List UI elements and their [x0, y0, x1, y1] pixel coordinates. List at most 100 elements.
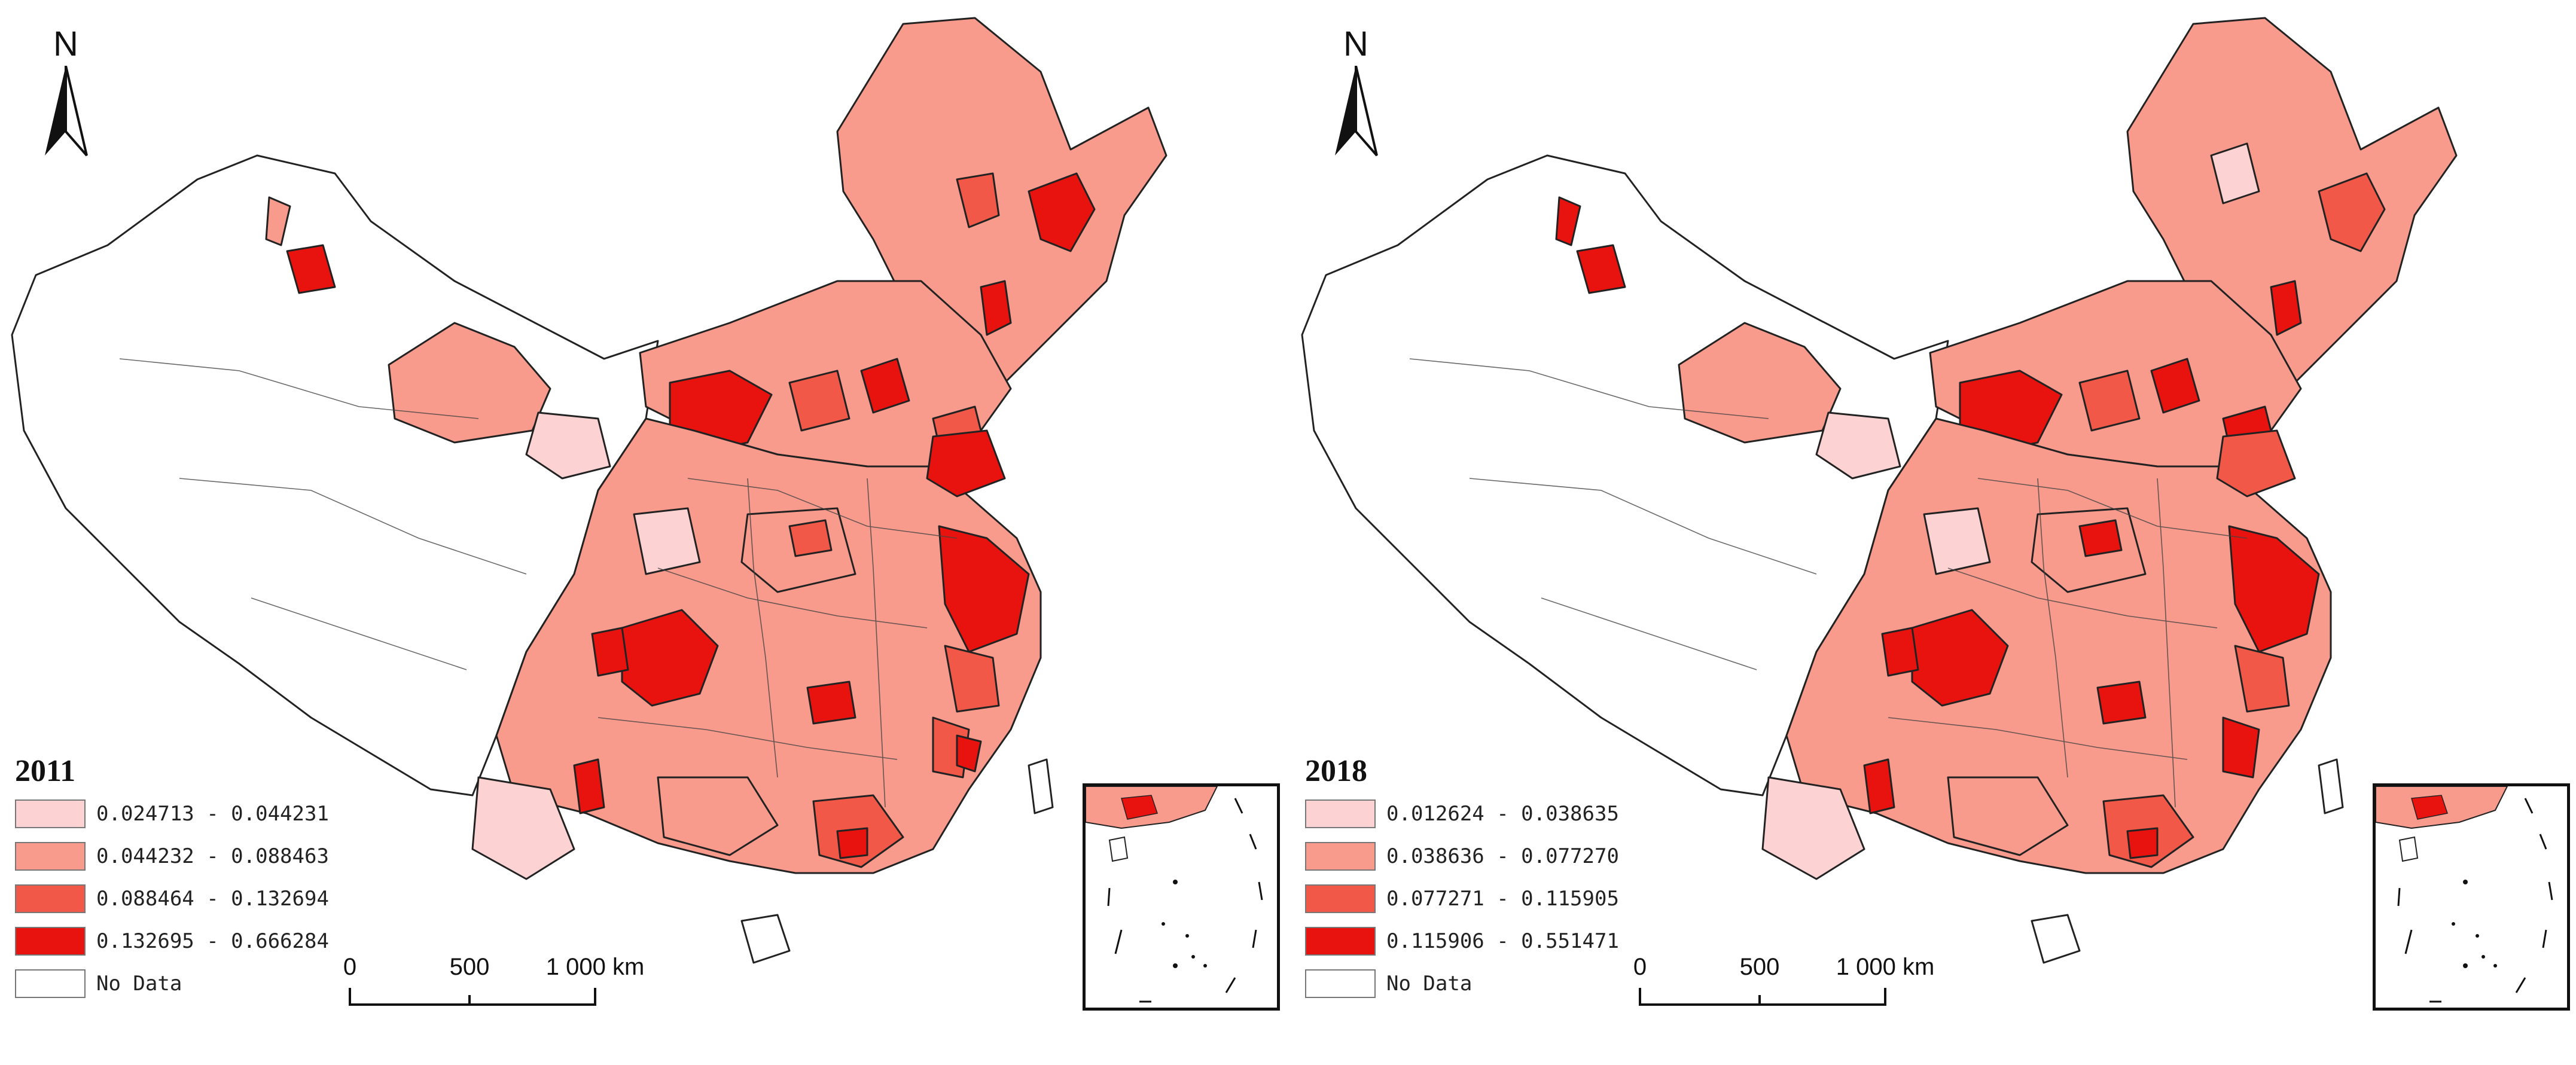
legend-swatch: [15, 841, 86, 871]
region-fujian: [2222, 716, 2260, 779]
north-label: N: [53, 25, 78, 63]
region-zhejiang: [2234, 645, 2290, 713]
scale-label: 1 000 km: [545, 954, 645, 980]
legend-swatch: [15, 884, 86, 913]
region-yunnan-pink: [471, 776, 575, 880]
north-arrow-icon: [45, 66, 88, 157]
legend-label: 0.038636 - 0.077270: [1386, 844, 1619, 868]
scale-label: 0: [1633, 954, 1647, 980]
legend-year: 2011: [15, 754, 76, 788]
region-north-xj-1: [265, 196, 291, 246]
region-fujian-red: [956, 734, 982, 773]
region-ne-red-1: [1028, 172, 1096, 252]
south-china-sea-inset: [2373, 783, 2570, 1011]
region-ne-mid: [956, 172, 1000, 228]
region-taiwan: [1028, 758, 1054, 814]
region-central-east: [1785, 417, 2332, 874]
scale-bar-line: [349, 988, 596, 1006]
region-guangdong-red: [836, 827, 868, 859]
legend-item: No Data: [1305, 962, 1676, 1005]
legend-label: 0.044232 - 0.088463: [96, 844, 329, 868]
region-chongqing: [621, 609, 719, 707]
legend-swatch: [1305, 926, 1376, 956]
inset-map: [2376, 786, 2553, 1003]
region-gansu-pink: [1815, 411, 1901, 480]
legend-swatch: [15, 969, 86, 998]
region-shandong: [926, 429, 1006, 498]
region-west-band: [1678, 322, 1842, 444]
legend-swatch: [15, 799, 86, 828]
legend-swatch: [1305, 841, 1376, 871]
legend-swatch: [1305, 884, 1376, 913]
legend-item: 0.115906 - 0.551471: [1305, 920, 1676, 962]
scale-label: 500: [1739, 954, 1780, 980]
region-shaanxi-pink: [1923, 507, 1991, 575]
choropleth-map: [11, 17, 1167, 964]
legend-label: 0.077271 - 0.115905: [1386, 886, 1619, 911]
region-guangxi: [1947, 776, 2069, 856]
region-jiangsu: [938, 525, 1030, 653]
region-ne-red-2: [980, 280, 1012, 336]
scale-bar: 0 500 1 000 km: [1633, 954, 2065, 1020]
region-west-band: [388, 322, 551, 444]
region-hainan: [740, 914, 791, 964]
north-arrow: N: [33, 24, 99, 161]
region-shaanxi-pink: [633, 507, 701, 575]
region-taiwan: [2318, 758, 2344, 814]
legend-label: No Data: [96, 971, 182, 996]
legend-year: 2018: [1305, 754, 1367, 788]
south-china-sea-inset: [1083, 783, 1280, 1011]
legend-item: 0.012624 - 0.038635: [1305, 792, 1676, 835]
region-north-mid: [2078, 370, 2141, 432]
region-guangxi: [657, 776, 779, 856]
legend-label: No Data: [1386, 971, 1473, 996]
region-north-mid: [788, 370, 850, 432]
legend: 2011 0.024713 - 0.044231 0.044232 - 0.08…: [15, 750, 386, 1005]
legend-item: 0.038636 - 0.077270: [1305, 835, 1676, 877]
map-panel-2011: N 2011 0.024713 - 0.044231 0.044232 - 0.…: [0, 0, 1286, 1065]
legend: 2018 0.012624 - 0.038635 0.038636 - 0.07…: [1305, 750, 1676, 1005]
region-north-red-2: [860, 358, 910, 414]
scale-bar: 0 500 1 000 km: [343, 954, 775, 1020]
legend-swatch: [15, 926, 86, 956]
inset-map: [1086, 786, 1263, 1003]
region-hubei-red: [2096, 680, 2147, 725]
region-yunnan-pink: [1761, 776, 1865, 880]
region-ne-pink: [2210, 142, 2260, 205]
legend-label: 0.012624 - 0.038635: [1386, 801, 1619, 826]
legend-item: 0.024713 - 0.044231: [15, 792, 386, 835]
region-north-xj-2: [286, 244, 336, 294]
region-zhejiang: [944, 645, 1000, 713]
region-jiangsu: [2228, 525, 2320, 653]
region-sichuan-red: [1881, 627, 1919, 677]
legend-label: 0.132695 - 0.666284: [96, 929, 329, 953]
region-north-xj-2: [1576, 244, 1626, 294]
scale-label: 500: [449, 954, 490, 980]
region-chongqing: [1911, 609, 2009, 707]
region-henan-mid: [788, 519, 833, 557]
region-central-east: [495, 417, 1042, 874]
north-arrow: N: [1323, 24, 1389, 161]
region-guangdong-red: [2126, 827, 2159, 859]
legend-swatch: [1305, 969, 1376, 998]
legend-item: 0.132695 - 0.666284: [15, 920, 386, 962]
legend-item: 0.044232 - 0.088463: [15, 835, 386, 877]
scale-label: 0: [343, 954, 357, 980]
region-north-red-2: [2150, 358, 2200, 414]
legend-item: 0.088464 - 0.132694: [15, 877, 386, 920]
north-arrow-icon: [1335, 66, 1378, 157]
region-gansu-pink: [525, 411, 611, 480]
north-label: N: [1343, 25, 1368, 63]
region-north-xj-1: [1555, 196, 1581, 246]
region-ne-mid: [2318, 172, 2386, 252]
region-henan-mid: [2078, 519, 2123, 557]
scale-bar-line: [1639, 988, 1886, 1006]
region-sichuan-red: [591, 627, 629, 677]
legend-item: No Data: [15, 962, 386, 1005]
region-ne-red-2: [2270, 280, 2302, 336]
region-shandong: [2216, 429, 2296, 498]
region-yunnan-red: [573, 758, 605, 814]
choropleth-map: [1301, 17, 2458, 964]
legend-label: 0.024713 - 0.044231: [96, 801, 329, 826]
region-hainan: [2031, 914, 2081, 964]
